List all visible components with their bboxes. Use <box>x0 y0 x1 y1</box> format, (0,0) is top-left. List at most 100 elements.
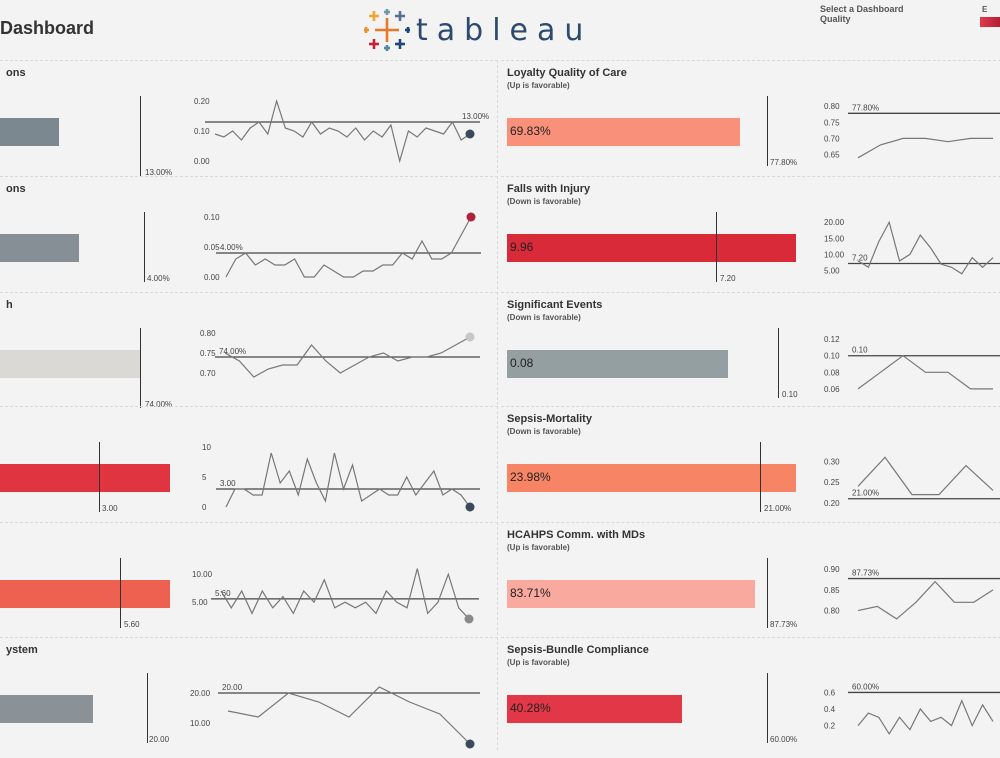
target-reference-label: 60.00% <box>852 682 879 691</box>
kpi-panel[interactable]: ons 13.00% 0.20 0.10 0.00 13.00% <box>0 60 498 177</box>
kpi-bar[interactable] <box>0 118 59 146</box>
kpi-bar[interactable] <box>0 234 79 262</box>
kpi-panel[interactable]: Significant Events (Down is favorable) 0.0… <box>501 292 1000 405</box>
target-label: 87.73% <box>770 620 798 629</box>
kpi-bar[interactable] <box>507 695 682 723</box>
kpi-title: h <box>6 299 13 311</box>
kpi-value: 40.28% <box>510 701 551 715</box>
kpi-panel[interactable]: Sepsis-Mortality (Down is favorable) 23.98… <box>501 406 1000 519</box>
trend-sparkline[interactable]: 10 5 0 3.00 <box>198 437 498 527</box>
trend-sparkline[interactable]: 0.6 0.4 0.2 60.00% <box>820 668 1000 758</box>
axis-tick-label: 0.10 <box>194 127 210 136</box>
axis-tick-label: 0.6 <box>824 688 836 697</box>
latest-point-marker[interactable] <box>465 332 475 342</box>
kpi-subtitle: (Down is favorable) <box>507 197 581 206</box>
trend-sparkline[interactable]: 0.10 0.05 0.00 4.00% <box>200 207 500 297</box>
kpi-value: 83.71% <box>510 586 551 600</box>
logo-wordmark: tableau <box>416 12 593 48</box>
target-reference-label: 77.80% <box>852 103 879 112</box>
trend-sparkline[interactable]: 0.20 0.10 0.00 13.00% <box>190 91 490 181</box>
trend-sparkline[interactable]: 20.00 15.00 10.00 5.00 7.20 <box>820 207 1000 297</box>
axis-tick-label: 5.00 <box>192 598 208 607</box>
axis-tick-label: 0 <box>202 503 207 512</box>
latest-point-marker[interactable] <box>465 129 475 139</box>
kpi-value: 23.98% <box>510 470 551 484</box>
kpi-bar[interactable] <box>507 464 796 492</box>
kpi-panel[interactable]: 5.60 10.00 5.00 5.60 <box>0 522 498 635</box>
target-line <box>147 673 148 743</box>
axis-tick-label: 0.06 <box>824 385 840 394</box>
kpi-bar[interactable] <box>0 350 140 378</box>
tableau-cross-icon <box>364 9 410 51</box>
kpi-panel[interactable]: h 74.00% 0.80 0.75 0.70 74.00% <box>0 292 498 409</box>
latest-point-marker[interactable] <box>465 502 475 512</box>
axis-tick-label: 0.12 <box>824 335 840 344</box>
trend-sparkline[interactable]: 0.80 0.75 0.70 74.00% <box>196 323 496 413</box>
axis-tick-label: 20.00 <box>190 689 211 698</box>
axis-tick-label: 15.00 <box>824 234 845 243</box>
kpi-bar[interactable] <box>0 695 93 723</box>
trend-sparkline[interactable]: 0.12 0.10 0.08 0.06 0.10 <box>820 323 1000 413</box>
axis-tick-label: 5.00 <box>824 267 840 276</box>
kpi-panel[interactable]: Loyalty Quality of Care (Up is favorable)… <box>501 60 1000 173</box>
trend-sparkline[interactable]: 20.00 10.00 20.00 <box>186 668 486 758</box>
sparkline-path <box>225 452 471 508</box>
sparkline-path <box>857 220 994 275</box>
sparkline-path <box>857 137 993 159</box>
trend-sparkline[interactable]: 0.90 0.85 0.80 87.73% <box>820 553 1000 643</box>
kpi-title: ons <box>6 183 26 195</box>
latest-point-marker[interactable] <box>466 212 476 222</box>
axis-tick-label: 0.4 <box>824 705 836 714</box>
kpi-title: ons <box>6 67 26 79</box>
kpi-value: 9.96 <box>510 240 534 254</box>
kpi-panel[interactable]: ystem 20.00 20.00 10.00 20.00 <box>0 637 498 750</box>
kpi-title: HCAHPS Comm. with MDs <box>507 529 646 541</box>
dashboard-selector-label[interactable]: Select a Dashboard Quality <box>820 4 904 24</box>
trend-sparkline[interactable]: 0.30 0.25 0.20 21.00% <box>820 437 1000 527</box>
kpi-bar[interactable] <box>0 580 170 608</box>
latest-point-marker[interactable] <box>464 614 474 624</box>
kpi-title: Sepsis-Bundle Compliance <box>507 644 649 656</box>
axis-tick-label: 0.10 <box>204 213 220 222</box>
axis-tick-label: 0.80 <box>200 329 216 338</box>
sparkline-path <box>857 580 994 620</box>
axis-tick-label: 0.2 <box>824 722 836 731</box>
axis-tick-label: 0.00 <box>194 157 210 166</box>
kpi-subtitle: (Up is favorable) <box>507 81 570 90</box>
latest-point-marker[interactable] <box>465 739 475 749</box>
axis-tick-label: 0.08 <box>824 368 840 377</box>
target-line <box>760 442 761 512</box>
sparkline-path <box>857 354 993 390</box>
dashboard-title: Dashboard <box>0 18 95 38</box>
target-reference-label: 3.00 <box>220 479 236 488</box>
sparkline-path <box>227 686 471 745</box>
axis-tick-label: 0.80 <box>824 607 840 616</box>
target-label: 74.00% <box>145 400 173 409</box>
axis-tick-label: 10 <box>202 443 211 452</box>
axis-tick-label: 0.65 <box>824 151 840 160</box>
target-label: 77.80% <box>770 158 798 167</box>
trend-sparkline[interactable]: 10.005.005.60 <box>188 553 488 643</box>
kpi-bar[interactable] <box>507 118 740 146</box>
target-label: 4.00% <box>147 274 170 283</box>
kpi-bar[interactable] <box>507 580 755 608</box>
axis-tick-label: 0.30 <box>824 457 840 466</box>
target-reference-label: 87.73% <box>852 569 879 578</box>
target-line <box>140 328 141 408</box>
axis-tick-label: 20.00 <box>824 218 845 227</box>
kpi-bar[interactable] <box>507 234 796 262</box>
target-reference-label: 0.10 <box>852 346 868 355</box>
axis-tick-label: 10.00 <box>824 250 845 259</box>
axis-tick-label: 0.20 <box>824 499 840 508</box>
kpi-title: ystem <box>6 644 38 656</box>
kpi-panel[interactable]: HCAHPS Comm. with MDs (Up is favorable) 83… <box>501 522 1000 635</box>
kpi-panel[interactable]: Falls with Injury (Down is favorable) 9.96… <box>501 176 1000 289</box>
kpi-value: 0.08 <box>510 356 534 370</box>
target-line <box>716 212 717 282</box>
kpi-bar[interactable] <box>0 464 170 492</box>
kpi-panel[interactable]: 3.00 10 5 0 3.00 <box>0 406 498 519</box>
trend-sparkline[interactable]: 0.80 0.75 0.70 0.65 77.80% <box>820 91 1000 181</box>
kpi-bar[interactable] <box>507 350 728 378</box>
kpi-panel[interactable]: ons 4.00% 0.10 0.05 0.00 4.00% <box>0 176 498 289</box>
kpi-panel[interactable]: Sepsis-Bundle Compliance (Up is favorable… <box>501 637 1000 750</box>
